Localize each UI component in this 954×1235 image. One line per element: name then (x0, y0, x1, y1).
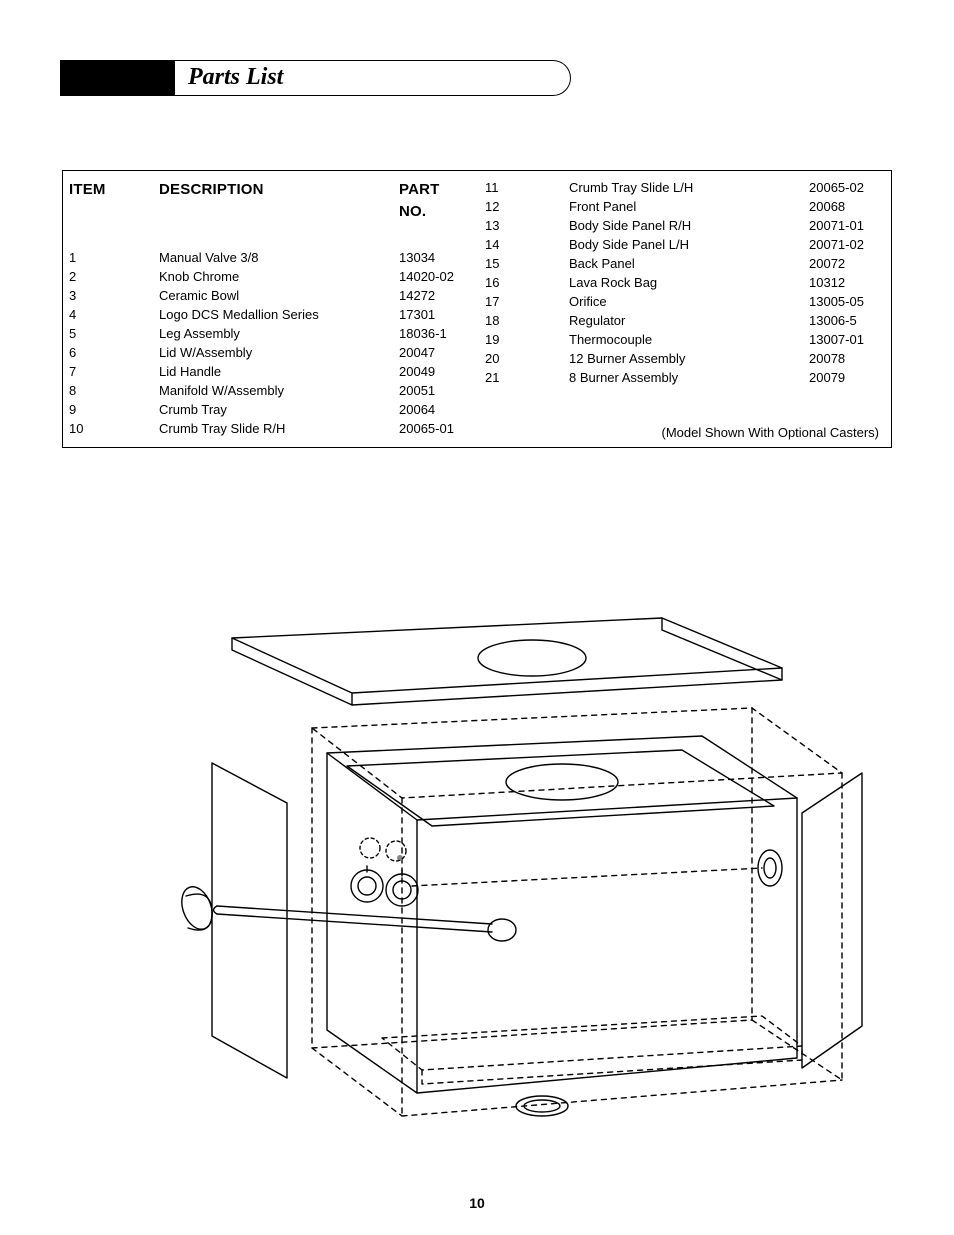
page-number: 10 (0, 1195, 954, 1211)
cell-item: 8 (69, 382, 159, 401)
parts-list-table: ITEM DESCRIPTION PART NO. 1Manual Valve … (62, 170, 892, 448)
table-row: 4Logo DCS Medallion Series17301 (69, 306, 471, 325)
table-row: 8Manifold W/Assembly20051 (69, 382, 471, 401)
cell-desc: Lava Rock Bag (569, 274, 809, 293)
cell-item: 17 (485, 293, 569, 312)
cell-desc: Manual Valve 3/8 (159, 249, 399, 268)
cell-part: 20072 (809, 255, 881, 274)
cell-desc: Ceramic Bowl (159, 287, 399, 306)
col-header-desc-left: DESCRIPTION (159, 179, 399, 223)
cell-desc: 12 Burner Assembly (569, 350, 809, 369)
col-header-item-left: ITEM (69, 179, 159, 223)
cell-part: 20064 (399, 401, 471, 420)
table-row: 7Lid Handle20049 (69, 363, 471, 382)
cell-desc: Lid Handle (159, 363, 399, 382)
table-row: 12Front Panel20068 (485, 198, 881, 217)
header-title: Parts List (188, 60, 283, 94)
cell-item: 5 (69, 325, 159, 344)
table-row: 15Back Panel20072 (485, 255, 881, 274)
table-row: 6Lid W/Assembly20047 (69, 344, 471, 363)
cell-item: 10 (69, 420, 159, 439)
cell-part: 20079 (809, 369, 881, 388)
cell-desc: Body Side Panel R/H (569, 217, 809, 236)
cell-desc: Leg Assembly (159, 325, 399, 344)
cell-item: 1 (69, 249, 159, 268)
cell-part: 20051 (399, 382, 471, 401)
cell-item: 11 (485, 179, 569, 198)
cell-part: 14020-02 (399, 268, 471, 287)
cell-desc: Knob Chrome (159, 268, 399, 287)
cell-part: 18036-1 (399, 325, 471, 344)
cell-item: 3 (69, 287, 159, 306)
table-row: 5Leg Assembly18036-1 (69, 325, 471, 344)
cell-item: 19 (485, 331, 569, 350)
cell-desc: Crumb Tray (159, 401, 399, 420)
diagram-svg (62, 568, 892, 1128)
cell-item: 2 (69, 268, 159, 287)
cell-item: 15 (485, 255, 569, 274)
cell-desc: Regulator (569, 312, 809, 331)
cell-desc: Orifice (569, 293, 809, 312)
cell-part: 14272 (399, 287, 471, 306)
cell-part: 13034 (399, 249, 471, 268)
table-row: 17Orifice13005-05 (485, 293, 881, 312)
table-row: 218 Burner Assembly20079 (485, 369, 881, 388)
table-row: 19Thermocouple13007-01 (485, 331, 881, 350)
cell-item: 14 (485, 236, 569, 255)
cell-desc: Front Panel (569, 198, 809, 217)
header-black-block (60, 60, 175, 96)
page-header: Parts List (60, 60, 894, 100)
cell-item: 13 (485, 217, 569, 236)
cell-desc: 8 Burner Assembly (569, 369, 809, 388)
cell-item: 9 (69, 401, 159, 420)
cell-part: 13005-05 (809, 293, 881, 312)
cell-desc: Body Side Panel L/H (569, 236, 809, 255)
cell-desc: Manifold W/Assembly (159, 382, 399, 401)
table-row: 3Ceramic Bowl14272 (69, 287, 471, 306)
cell-part: 20068 (809, 198, 881, 217)
cell-part: 20049 (399, 363, 471, 382)
table-row: 1Manual Valve 3/813034 (69, 249, 471, 268)
cell-part: 20065-01 (399, 420, 471, 439)
table-row: 2Knob Chrome14020-02 (69, 268, 471, 287)
cell-desc: Thermocouple (569, 331, 809, 350)
cell-item: 4 (69, 306, 159, 325)
cell-item: 21 (485, 369, 569, 388)
table-row: 16Lava Rock Bag10312 (485, 274, 881, 293)
cell-item: 7 (69, 363, 159, 382)
table-row: 2012 Burner Assembly20078 (485, 350, 881, 369)
cell-part: 20078 (809, 350, 881, 369)
cell-part: 13007-01 (809, 331, 881, 350)
cell-desc: Crumb Tray Slide R/H (159, 420, 399, 439)
exploded-diagram (62, 568, 892, 1128)
cell-part: 20065-02 (809, 179, 881, 198)
table-row: 10Crumb Tray Slide R/H20065-01 (69, 420, 471, 439)
cell-desc: Lid W/Assembly (159, 344, 399, 363)
cell-part: 17301 (399, 306, 471, 325)
table-row: 9Crumb Tray20064 (69, 401, 471, 420)
table-row: 18Regulator13006-5 (485, 312, 881, 331)
cell-item: 6 (69, 344, 159, 363)
cell-desc: Logo DCS Medallion Series (159, 306, 399, 325)
cell-item: 12 (485, 198, 569, 217)
cell-part: 20071-02 (809, 236, 881, 255)
cell-part: 13006-5 (809, 312, 881, 331)
table-row: 14Body Side Panel L/H20071-02 (485, 236, 881, 255)
table-row: 11Crumb Tray Slide L/H20065-02 (485, 179, 881, 198)
cell-part: 10312 (809, 274, 881, 293)
cell-part: 20047 (399, 344, 471, 363)
col-header-part-left: PART NO. (399, 179, 471, 223)
cell-item: 16 (485, 274, 569, 293)
cell-item: 18 (485, 312, 569, 331)
table-row: 13Body Side Panel R/H20071-01 (485, 217, 881, 236)
cell-desc: Crumb Tray Slide L/H (569, 179, 809, 198)
cell-item: 20 (485, 350, 569, 369)
cell-desc: Back Panel (569, 255, 809, 274)
model-note: (Model Shown With Optional Casters) (662, 424, 879, 443)
cell-part: 20071-01 (809, 217, 881, 236)
